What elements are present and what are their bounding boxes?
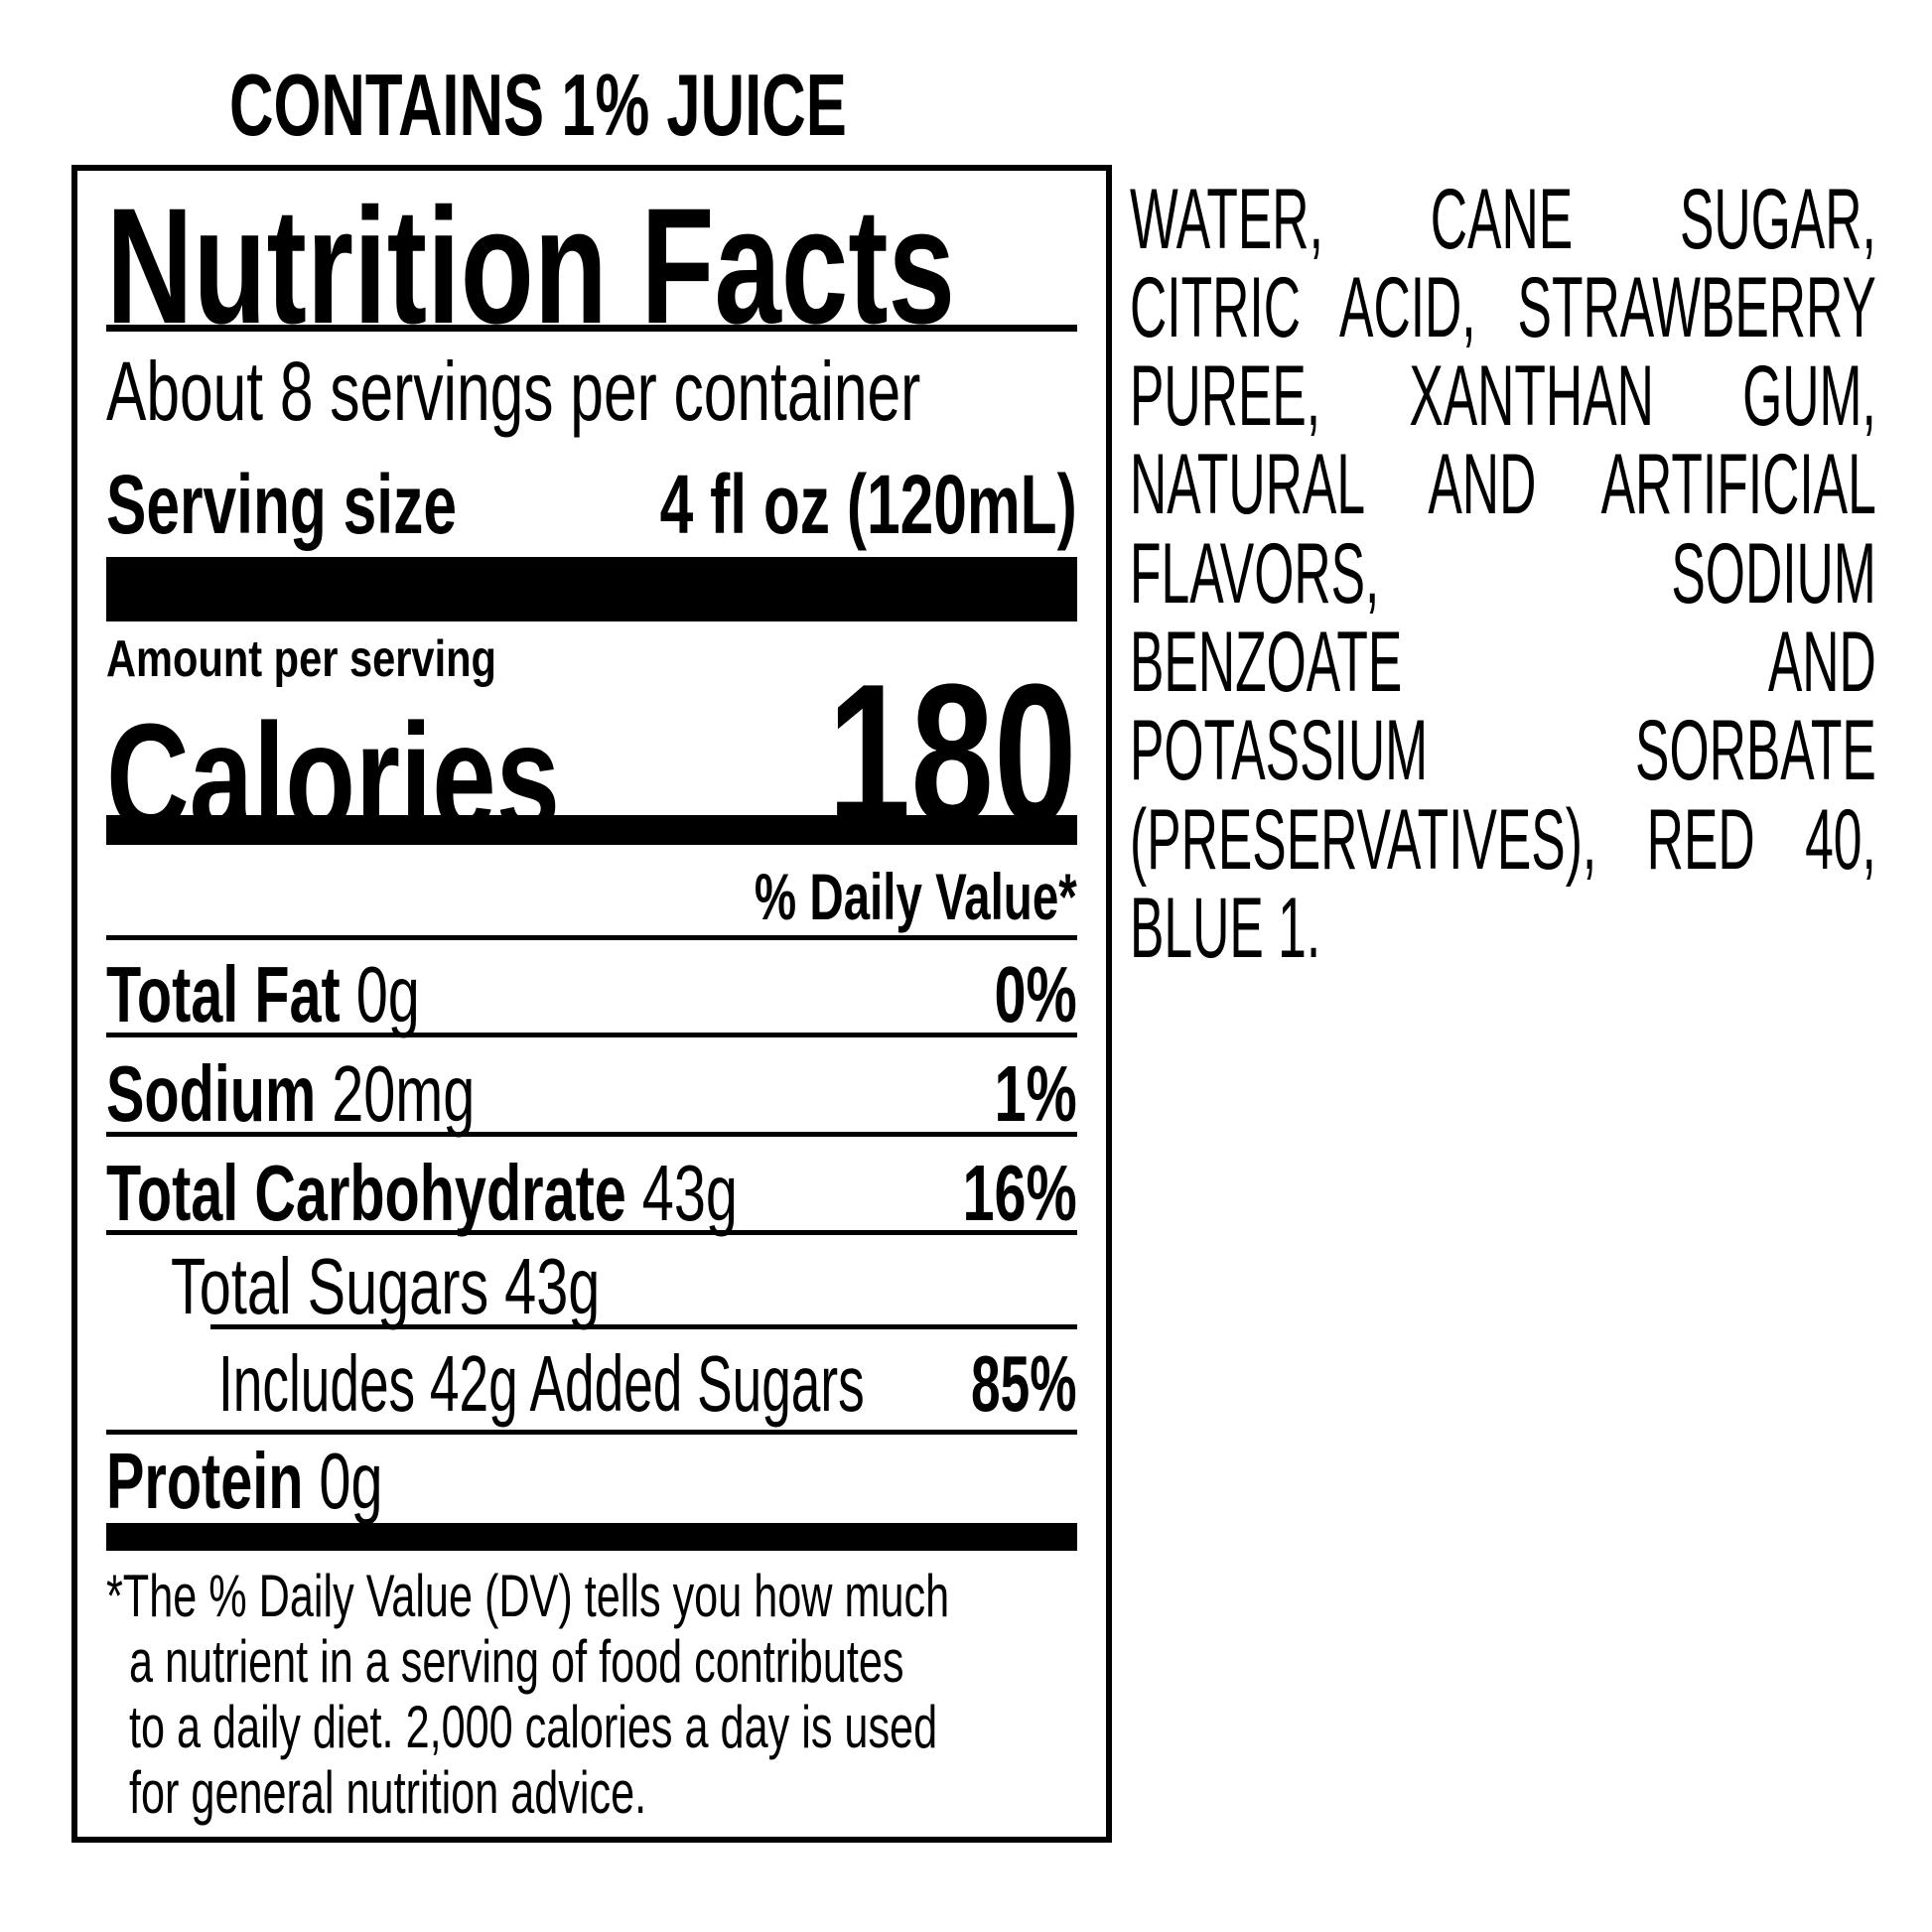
nutrient-row-total-carbohydrate: Total Carbohydrate 43g 16% [106, 1149, 1077, 1237]
serving-size-label: Serving size [106, 458, 457, 551]
ingredients-line: CITRIC ACID, STRAWBERRY [1130, 260, 1876, 355]
ingredients-line: WATER, CANE SUGAR, [1130, 172, 1876, 267]
footnote-line: a nutrient in a serving of food contribu… [129, 1628, 904, 1695]
ingredients-line: POTASSIUM SORBATE [1130, 703, 1876, 798]
serving-size: Serving size 4 fl oz (120mL) [106, 463, 1077, 546]
label-title: Nutrition Facts [106, 175, 956, 358]
amount-per-serving: Amount per serving [106, 630, 496, 688]
footnote-line: for general nutrition advice. [129, 1759, 647, 1826]
nutrient-row-protein: Protein 0g [106, 1437, 383, 1525]
divider [106, 1230, 1077, 1235]
ingredients-line: PUREE, XANTHAN GUM, [1130, 348, 1876, 444]
divider [106, 1033, 1077, 1037]
divider [210, 1324, 1077, 1329]
footnote-line: to a daily diet. 2,000 calories a day is… [129, 1694, 938, 1760]
nutrient-row-total-sugars: Total Sugars 43g [171, 1242, 601, 1330]
ingredients-line: BLUE 1. [1130, 881, 1321, 976]
divider [106, 935, 1077, 940]
daily-value-header: % Daily Value* [754, 860, 1077, 933]
ingredients-line: FLAVORS, SODIUM [1130, 526, 1876, 621]
footnote-line: *The % Daily Value (DV) tells you how mu… [106, 1563, 950, 1629]
juice-text: CONTAINS 1% JUICE [229, 56, 847, 154]
ingredients-line: (PRESERVATIVES), RED 40, [1130, 792, 1876, 888]
divider [106, 1430, 1077, 1435]
nutrition-facts-panel [71, 165, 1112, 1843]
thick-bar [106, 815, 1077, 845]
divider [106, 1132, 1077, 1137]
ingredients-line: NATURAL AND ARTIFICIAL [1130, 437, 1876, 532]
thick-bar [106, 557, 1077, 621]
ingredients-line: BENZOATE AND [1130, 615, 1876, 710]
juice-content-statement: CONTAINS 1% JUICE [229, 62, 960, 149]
serving-size-value: 4 fl oz (120mL) [659, 458, 1077, 551]
thick-bar [106, 1523, 1077, 1551]
nutrient-row-sodium: Sodium 20mg 1% [106, 1049, 1077, 1138]
nutrient-row-added-sugars: Includes 42g Added Sugars 85% [218, 1339, 1077, 1428]
divider [106, 325, 1077, 332]
nutrient-row-total-fat: Total Fat 0g 0% [106, 950, 1077, 1038]
servings-per-container: About 8 servings per container [106, 345, 921, 438]
